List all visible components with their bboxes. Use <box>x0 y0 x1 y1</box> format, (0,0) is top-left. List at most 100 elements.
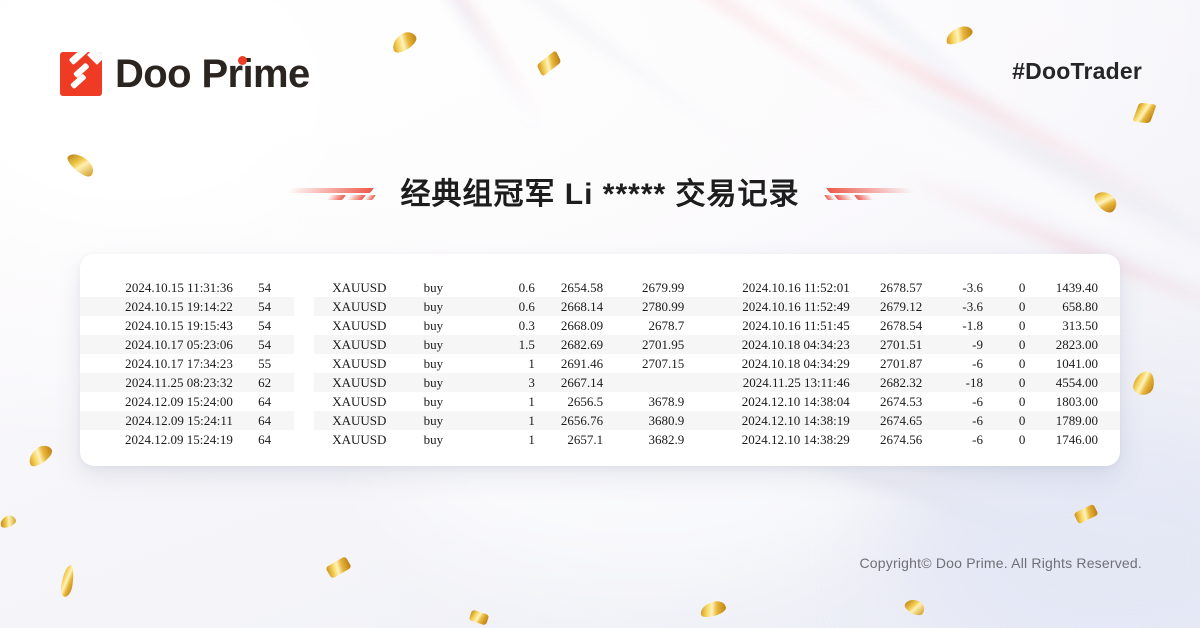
cell-sl: 2678.7 <box>648 318 685 333</box>
cell-profit: 2823.00 <box>1055 337 1098 352</box>
cell-close-time: 2024.10.16 11:52:49 <box>742 299 850 314</box>
cell-swap: 0 <box>1018 280 1026 295</box>
cell-volume: 1 <box>528 394 535 409</box>
cell-symbol: XAUUSD <box>332 280 387 295</box>
cell-symbol: XAUUSD <box>332 375 387 390</box>
logo-i-dot-icon <box>238 56 247 65</box>
cell-swap: 0 <box>1018 394 1026 409</box>
cell-close-time: 2024.12.10 14:38:29 <box>741 432 850 447</box>
cell-ticket-prefix: 54 <box>258 318 272 333</box>
cell-ticket-prefix: 54 <box>258 280 272 295</box>
cell-symbol: XAUUSD <box>332 337 387 352</box>
cell-swap: 0 <box>1018 337 1026 352</box>
cell-volume: 1.5 <box>518 337 535 352</box>
cell-commission: -3.6 <box>962 299 984 314</box>
cell-side: buy <box>423 356 444 371</box>
cell-side: buy <box>423 375 444 390</box>
cell-open-time: 2024.12.09 15:24:00 <box>124 394 233 409</box>
cell-profit: 1041.00 <box>1055 356 1098 371</box>
cell-open-time: 2024.10.17 17:34:23 <box>124 356 233 371</box>
cell-close-price: 2701.87 <box>880 356 923 371</box>
cell-commission: -6 <box>972 356 984 371</box>
cell-open-price: 2656.76 <box>560 413 604 428</box>
cell-close-price: 2674.65 <box>880 413 923 428</box>
cell-open-time: 2024.10.15 19:15:43 <box>124 318 233 333</box>
cell-swap: 0 <box>1018 413 1026 428</box>
cell-volume: 1 <box>528 413 535 428</box>
cell-side: buy <box>423 337 444 352</box>
cell-sl: 3678.9 <box>648 394 685 409</box>
copyright-footer: Copyright© Doo Prime. All Rights Reserve… <box>859 555 1142 571</box>
cell-volume: 1 <box>528 432 535 447</box>
cell-open-price: 2656.5 <box>567 394 604 409</box>
cell-close-price: 2674.56 <box>880 432 923 447</box>
speed-lines-left-icon <box>286 174 377 208</box>
cell-close-price: 2678.54 <box>880 318 923 333</box>
cell-close-time: 2024.10.18 04:34:23 <box>741 337 850 352</box>
cell-open-time: 2024.12.09 15:24:11 <box>125 413 233 428</box>
cell-close-price: 2674.53 <box>880 394 923 409</box>
cell-sl: 2701.95 <box>642 337 685 352</box>
cell-open-price: 2691.46 <box>560 356 604 371</box>
cell-commission: -3.6 <box>962 280 984 295</box>
cell-ticket-prefix: 55 <box>258 356 272 371</box>
cell-open-price: 2654.58 <box>560 280 604 295</box>
cell-volume: 0.3 <box>518 318 535 333</box>
cell-symbol: XAUUSD <box>332 299 387 314</box>
cell-ticket-prefix: 62 <box>258 375 272 390</box>
cell-symbol: XAUUSD <box>332 413 387 428</box>
doo-prime-logo: Doo Prime <box>60 52 310 96</box>
trade-record-card: 2024.10.15 11:31:3654767XAUUSDbuy0.62654… <box>80 254 1120 466</box>
cell-open-price: 2657.1 <box>567 432 604 447</box>
cell-volume: 0.6 <box>518 280 535 295</box>
cell-sl <box>603 373 684 392</box>
table-row: 2024.10.15 19:14:2254672XAUUSDbuy0.62668… <box>80 297 1120 316</box>
page-title: 经典组冠军 Li ***** 交易记录 <box>400 178 800 211</box>
cell-profit: 313.50 <box>1062 318 1098 333</box>
cell-sl: 3680.9 <box>648 413 685 428</box>
doo-prime-mark-icon <box>60 52 102 96</box>
cell-open-price: 2667.14 <box>560 375 604 390</box>
table-row: 2024.10.17 17:34:2355763XAUUSDbuy12691.4… <box>80 354 1120 373</box>
cell-open-time: 2024.10.15 11:31:36 <box>125 280 233 295</box>
page-title-row: 经典组冠军 Li ***** 交易记录 <box>0 160 1200 222</box>
cell-profit: 4554.00 <box>1055 375 1098 390</box>
table-row: 2024.10.15 11:31:3654767XAUUSDbuy0.62654… <box>80 278 1120 297</box>
cell-profit: 1803.00 <box>1055 394 1098 409</box>
cell-sl: 2780.99 <box>642 299 685 314</box>
cell-open-time: 2024.11.25 08:23:32 <box>125 375 233 390</box>
table-row: 2024.10.17 05:23:0654632XAUUSDbuy1.52682… <box>80 335 1120 354</box>
cell-close-time: 2024.12.10 14:38:19 <box>741 413 850 428</box>
cell-open-price: 2668.09 <box>560 318 604 333</box>
cell-commission: -6 <box>972 394 984 409</box>
cell-side: buy <box>423 280 444 295</box>
cell-profit: 1439.40 <box>1055 280 1098 295</box>
table-row: 2024.12.09 15:24:0064494XAUUSDbuy12656.5… <box>80 392 1120 411</box>
cell-ticket-prefix: 64 <box>258 432 272 447</box>
cell-swap: 0 <box>1018 432 1026 447</box>
cell-volume: 1 <box>528 356 535 371</box>
cell-swap: 0 <box>1018 375 1026 390</box>
cell-symbol: XAUUSD <box>332 432 387 447</box>
trade-record-table: 2024.10.15 11:31:3654767XAUUSDbuy0.62654… <box>80 278 1120 449</box>
table-row: 2024.11.25 08:23:3262384XAUUSDbuy32667.1… <box>80 373 1120 392</box>
speed-lines-right-icon <box>823 174 914 208</box>
cell-close-price: 2678.57 <box>880 280 923 295</box>
cell-profit: 1746.00 <box>1055 432 1098 447</box>
table-row: 2024.10.15 19:15:4354899XAUUSDbuy0.32668… <box>80 316 1120 335</box>
logo-text-label: Doo Prime <box>115 52 310 96</box>
cell-side: buy <box>423 299 444 314</box>
cell-sl: 3682.9 <box>648 432 685 447</box>
cell-close-price: 2701.51 <box>880 337 923 352</box>
cell-sl: 2707.15 <box>642 356 685 371</box>
cell-side: buy <box>423 432 444 447</box>
cell-ticket-prefix: 64 <box>258 394 272 409</box>
cell-commission: -9 <box>972 337 984 352</box>
cell-close-time: 2024.12.10 14:38:04 <box>741 394 850 409</box>
cell-volume: 0.6 <box>518 299 535 314</box>
cell-close-time: 2024.11.25 13:11:46 <box>742 375 850 390</box>
cell-close-price: 2679.12 <box>880 299 923 314</box>
cell-open-price: 2668.14 <box>560 299 604 314</box>
cell-close-time: 2024.10.16 11:52:01 <box>742 280 850 295</box>
cell-swap: 0 <box>1018 318 1026 333</box>
